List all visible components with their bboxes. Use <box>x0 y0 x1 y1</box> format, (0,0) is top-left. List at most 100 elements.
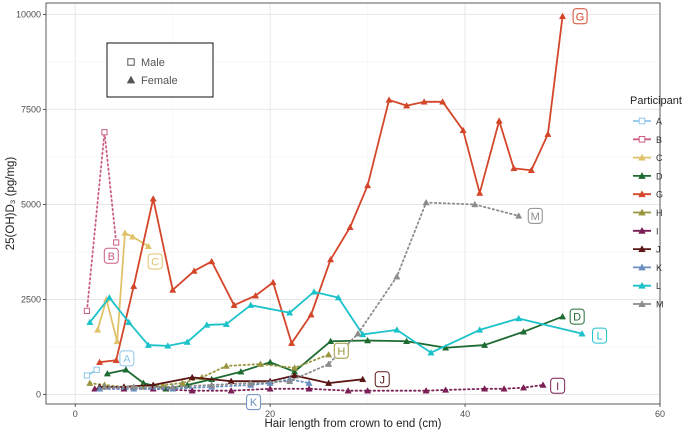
x-tick-label: 60 <box>655 409 665 419</box>
data-point-l <box>286 309 294 316</box>
series-label-box <box>103 247 119 264</box>
series-label-h: H <box>337 346 345 358</box>
data-point-g <box>96 358 104 365</box>
series-label-box <box>527 207 543 224</box>
data-point-d <box>558 312 567 320</box>
data-point-c <box>121 229 129 236</box>
series-label-b: B <box>108 251 115 263</box>
x-tick-label: 20 <box>265 409 275 419</box>
data-point-i <box>500 385 508 392</box>
shape-legend: Male Female <box>106 42 214 98</box>
y-tick-label: 10000 <box>16 9 41 19</box>
series-label-i: I <box>556 381 559 393</box>
legend-key-marker <box>638 245 646 253</box>
data-point-g <box>251 292 260 299</box>
data-point-d <box>364 336 372 344</box>
data-point-g <box>476 189 484 196</box>
series-label-l: L <box>597 331 603 343</box>
data-point-l <box>86 318 94 326</box>
axis-ticks: 0 20 40 60 0 2500 5000 7500 10000 <box>16 9 665 419</box>
data-point-j <box>359 375 367 383</box>
legend-entry-l: L <box>656 281 661 291</box>
data-point-l <box>359 330 367 338</box>
legend-key-marker <box>638 153 646 161</box>
legend-entry-b: B <box>656 135 662 145</box>
legend-entry-i: I <box>656 226 659 236</box>
data-point-m <box>354 330 362 337</box>
data-point-g <box>403 101 411 109</box>
data-point-d <box>327 337 335 345</box>
data-point-b <box>101 129 108 136</box>
series-label-box <box>333 342 349 359</box>
series-line-k <box>98 378 311 390</box>
legend-key-marker <box>638 208 646 216</box>
data-point-g <box>230 301 238 308</box>
series-b <box>83 129 120 314</box>
series-label-m: M <box>531 211 540 223</box>
legend-shape-male <box>127 58 135 66</box>
data-point-l <box>247 301 255 308</box>
legend-shape-label: Female <box>141 75 178 87</box>
series-l <box>86 288 586 356</box>
data-point-i <box>344 387 352 394</box>
x-axis-label: Hair length from crown to end (cm) <box>264 418 441 430</box>
series-line-g <box>98 15 564 364</box>
data-point-i <box>520 384 528 391</box>
data-point-g <box>307 311 315 318</box>
legend-entry-j: J <box>656 245 661 255</box>
plot-border <box>45 2 661 405</box>
data-point-g <box>269 278 277 286</box>
data-point-g <box>558 12 567 20</box>
shape-legend-box <box>106 42 214 98</box>
data-point-g <box>208 257 216 265</box>
data-point-l <box>515 314 523 322</box>
data-point-m <box>130 383 138 390</box>
data-point-g <box>420 98 428 105</box>
data-point-i <box>364 387 372 394</box>
series-label-box <box>246 394 262 411</box>
data-point-m <box>247 379 255 386</box>
legend-key-marker <box>638 172 646 179</box>
data-point-l <box>144 341 152 348</box>
data-point-h <box>256 360 264 367</box>
data-point-g <box>495 117 503 124</box>
x-tick-label: 0 <box>73 409 78 419</box>
data-point-i <box>266 385 274 392</box>
data-point-i <box>539 381 547 388</box>
data-point-g <box>169 286 177 293</box>
data-point-d <box>122 366 130 373</box>
legend-key-marker <box>638 190 646 198</box>
data-point-l <box>334 293 342 301</box>
data-point-k <box>305 379 313 386</box>
legend-key-marker <box>638 226 646 234</box>
data-point-d <box>237 368 245 375</box>
legend-key-marker <box>638 263 646 271</box>
data-point-h <box>222 362 230 369</box>
legend-shape-label: Male <box>141 57 165 69</box>
series-label-box <box>374 371 390 388</box>
data-point-g <box>149 195 157 202</box>
data-point-c <box>94 326 102 333</box>
y-tick-label: 2500 <box>21 294 41 304</box>
y-tick-label: 5000 <box>21 199 41 209</box>
series-label-j: J <box>379 374 385 386</box>
data-point-i <box>442 386 450 393</box>
series-label-g: G <box>576 11 585 23</box>
legend-title: Participant <box>630 95 682 107</box>
data-point-a <box>93 366 100 373</box>
series-label-box <box>592 327 608 344</box>
legend-key-marker <box>638 136 646 143</box>
data-point-j <box>325 379 333 386</box>
data-point-c <box>129 233 137 240</box>
data-point-l <box>203 321 211 328</box>
series-a <box>83 366 100 379</box>
data-point-g <box>130 282 138 289</box>
legend-shape-female <box>126 75 136 84</box>
series-label-box <box>569 308 585 325</box>
data-point-c <box>144 242 152 250</box>
data-point-g <box>288 339 296 346</box>
data-point-l <box>476 326 484 333</box>
data-point-l <box>310 288 318 295</box>
data-point-k <box>96 385 104 392</box>
